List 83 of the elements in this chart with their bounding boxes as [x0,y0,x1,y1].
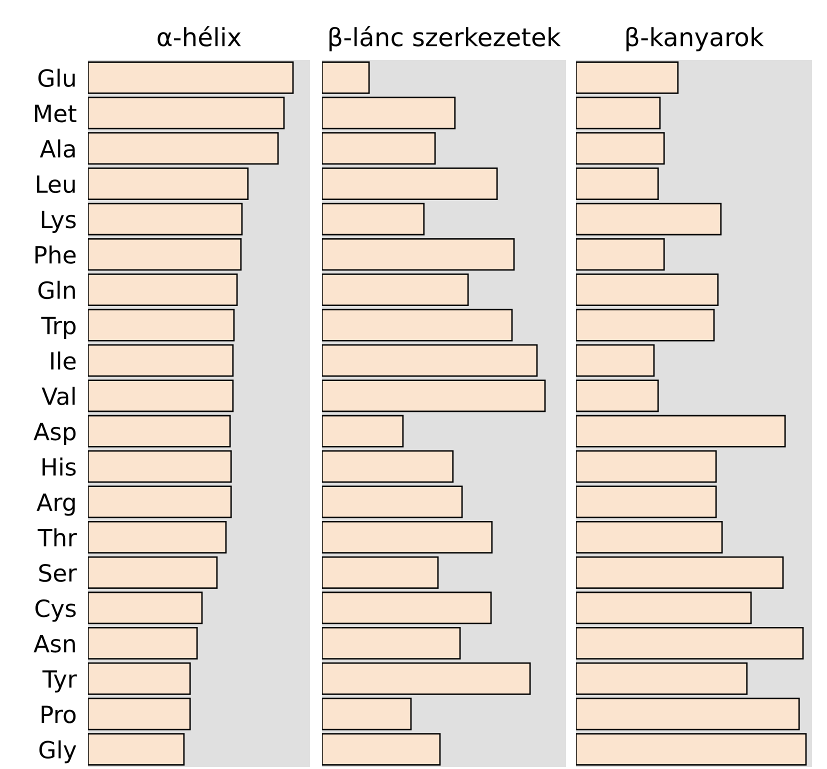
bar [88,662,191,695]
bar [576,61,679,94]
bar [88,132,279,165]
y-tick-label: Thr [38,528,77,546]
bar [576,592,752,624]
y-tick-label: Gln [38,280,75,300]
y-tick-label: Ser [39,564,77,582]
bar [88,96,285,130]
y-tick-label: Asn [34,635,75,653]
bar [88,698,191,730]
y-tick-label: Pro [42,706,76,724]
bar [576,202,722,236]
bar [322,592,492,624]
bar [322,520,493,554]
bar [322,450,454,483]
bar [576,733,807,766]
chart-title: β-lánc szerkezetek [329,26,561,52]
bar [322,274,469,306]
bar [322,627,461,660]
bar [322,556,439,589]
bar [88,556,218,589]
y-tick-label: Met [35,104,76,122]
y-tick-label: Glu [38,68,75,87]
y-tick-label: Asp [34,422,76,446]
bar [88,202,243,236]
chart-title: α-hélix [158,26,241,46]
bar [576,132,665,165]
y-tick-label: His [42,458,76,476]
bar [576,380,659,412]
y-tick-label: Gly [39,740,76,764]
bar [88,238,242,271]
y-tick-label: Lys [42,210,76,233]
bar [576,662,748,695]
y-tick-label: Val [42,386,75,406]
bar [576,627,804,660]
bar [88,344,234,377]
bar [576,698,800,730]
bar [576,344,655,377]
bar [322,132,436,165]
bar [88,520,227,554]
bar [322,167,498,200]
y-tick-label: Tyr [42,670,77,693]
bar [88,414,231,448]
bar [576,486,717,518]
bar [576,308,715,342]
bar [88,308,235,342]
bar [576,450,717,483]
bar [322,733,441,766]
bar [88,733,185,766]
y-tick-label: Leu [36,175,75,194]
bar [322,662,531,695]
bar [88,592,203,624]
y-tick-label: Phe [35,245,76,264]
bar [322,698,412,730]
bar [88,450,232,483]
bar [88,380,234,412]
bar [576,556,784,589]
y-tick-label: Ala [40,139,75,158]
bar [322,202,425,236]
y-tick-label: Ile [51,352,76,370]
bar [88,274,238,306]
bar [576,274,719,306]
bar [576,167,659,200]
chart-title: β-kanyarok [626,26,764,52]
bar [576,520,723,554]
bar [576,96,661,130]
bar [576,414,786,448]
bar [576,238,665,271]
bar [322,344,538,377]
y-tick-label: Cys [35,599,76,622]
y-tick-label: Arg [36,494,75,516]
bar [322,486,463,518]
bar [322,308,513,342]
bar [322,61,370,94]
bar [88,627,198,660]
bar [322,380,546,412]
bar [322,238,515,271]
bar [322,96,456,130]
bar [88,167,249,200]
bar [88,61,294,94]
y-tick-label: Trp [41,316,76,340]
bar [322,414,404,448]
bar [88,486,232,518]
